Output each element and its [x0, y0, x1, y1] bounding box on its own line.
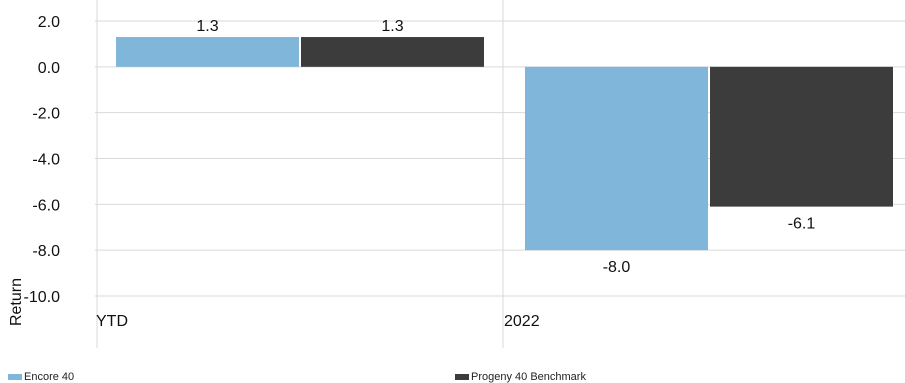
bar-encore-40 [116, 37, 299, 67]
legend-item-encore-40: Encore 40 [8, 371, 74, 383]
x-tick-label: 2022 [504, 313, 540, 330]
bar-progeny-40-benchmark [710, 66, 893, 207]
data-label: 1.3 [196, 18, 218, 35]
y-tick-label: -6.0 [32, 197, 60, 214]
y-tick-label: -2.0 [32, 106, 60, 123]
x-axis-ticks: YTD 2022 [96, 313, 540, 330]
legend-item-progeny-40-benchmark: Progeny 40 Benchmark [455, 371, 586, 383]
bar-encore-40 [525, 66, 708, 251]
data-label: -6.1 [788, 216, 816, 233]
y-axis-ticks: 2.0 0.0 -2.0 -4.0 -6.0 -8.0 -10.0 [24, 14, 61, 306]
data-label: -8.0 [603, 259, 631, 276]
y-tick-label: -4.0 [32, 152, 60, 169]
y-tick-label: -8.0 [32, 243, 60, 260]
data-labels: 1.3 -8.0 1.3 -6.1 [196, 18, 815, 276]
y-tick-label: 0.0 [38, 60, 60, 77]
legend-swatch-encore-40 [8, 374, 22, 380]
x-tick-label: YTD [96, 313, 128, 330]
y-axis-title: Return [8, 278, 25, 326]
bar-progeny-40-benchmark [301, 37, 484, 67]
legend-label-progeny-40-benchmark: Progeny 40 Benchmark [471, 371, 586, 383]
legend-swatch-progeny-40-benchmark [455, 374, 469, 380]
data-label: 1.3 [381, 18, 403, 35]
legend-label-encore-40: Encore 40 [24, 371, 75, 383]
category-dividers [96, 0, 504, 348]
bars [116, 37, 893, 251]
y-tick-label: 2.0 [38, 14, 60, 31]
y-tick-label: -10.0 [24, 289, 61, 306]
